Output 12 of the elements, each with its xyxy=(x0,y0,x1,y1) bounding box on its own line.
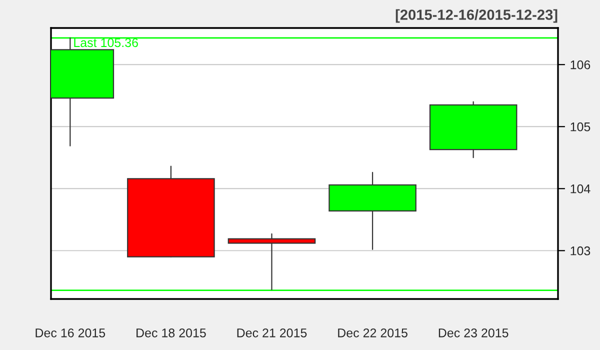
ref-line-label: Last 105.36 xyxy=(74,38,138,48)
x-tick-label: Dec 22 2015 xyxy=(338,328,408,338)
candlestick xyxy=(228,233,316,290)
x-tick-label: Dec 18 2015 xyxy=(136,328,206,338)
y-tick-label: 104 xyxy=(570,184,590,194)
x-tick-label: Dec 21 2015 xyxy=(237,328,307,338)
y-tick-label: 103 xyxy=(570,246,590,256)
x-tick-label: Dec 16 2015 xyxy=(36,328,106,338)
chart-title: [2015-12-16/2015-12-23] xyxy=(396,9,558,23)
y-tick-label: 105 xyxy=(570,122,590,132)
y-tick-label: 106 xyxy=(570,60,590,70)
x-tick-label: Dec 23 2015 xyxy=(438,328,508,338)
